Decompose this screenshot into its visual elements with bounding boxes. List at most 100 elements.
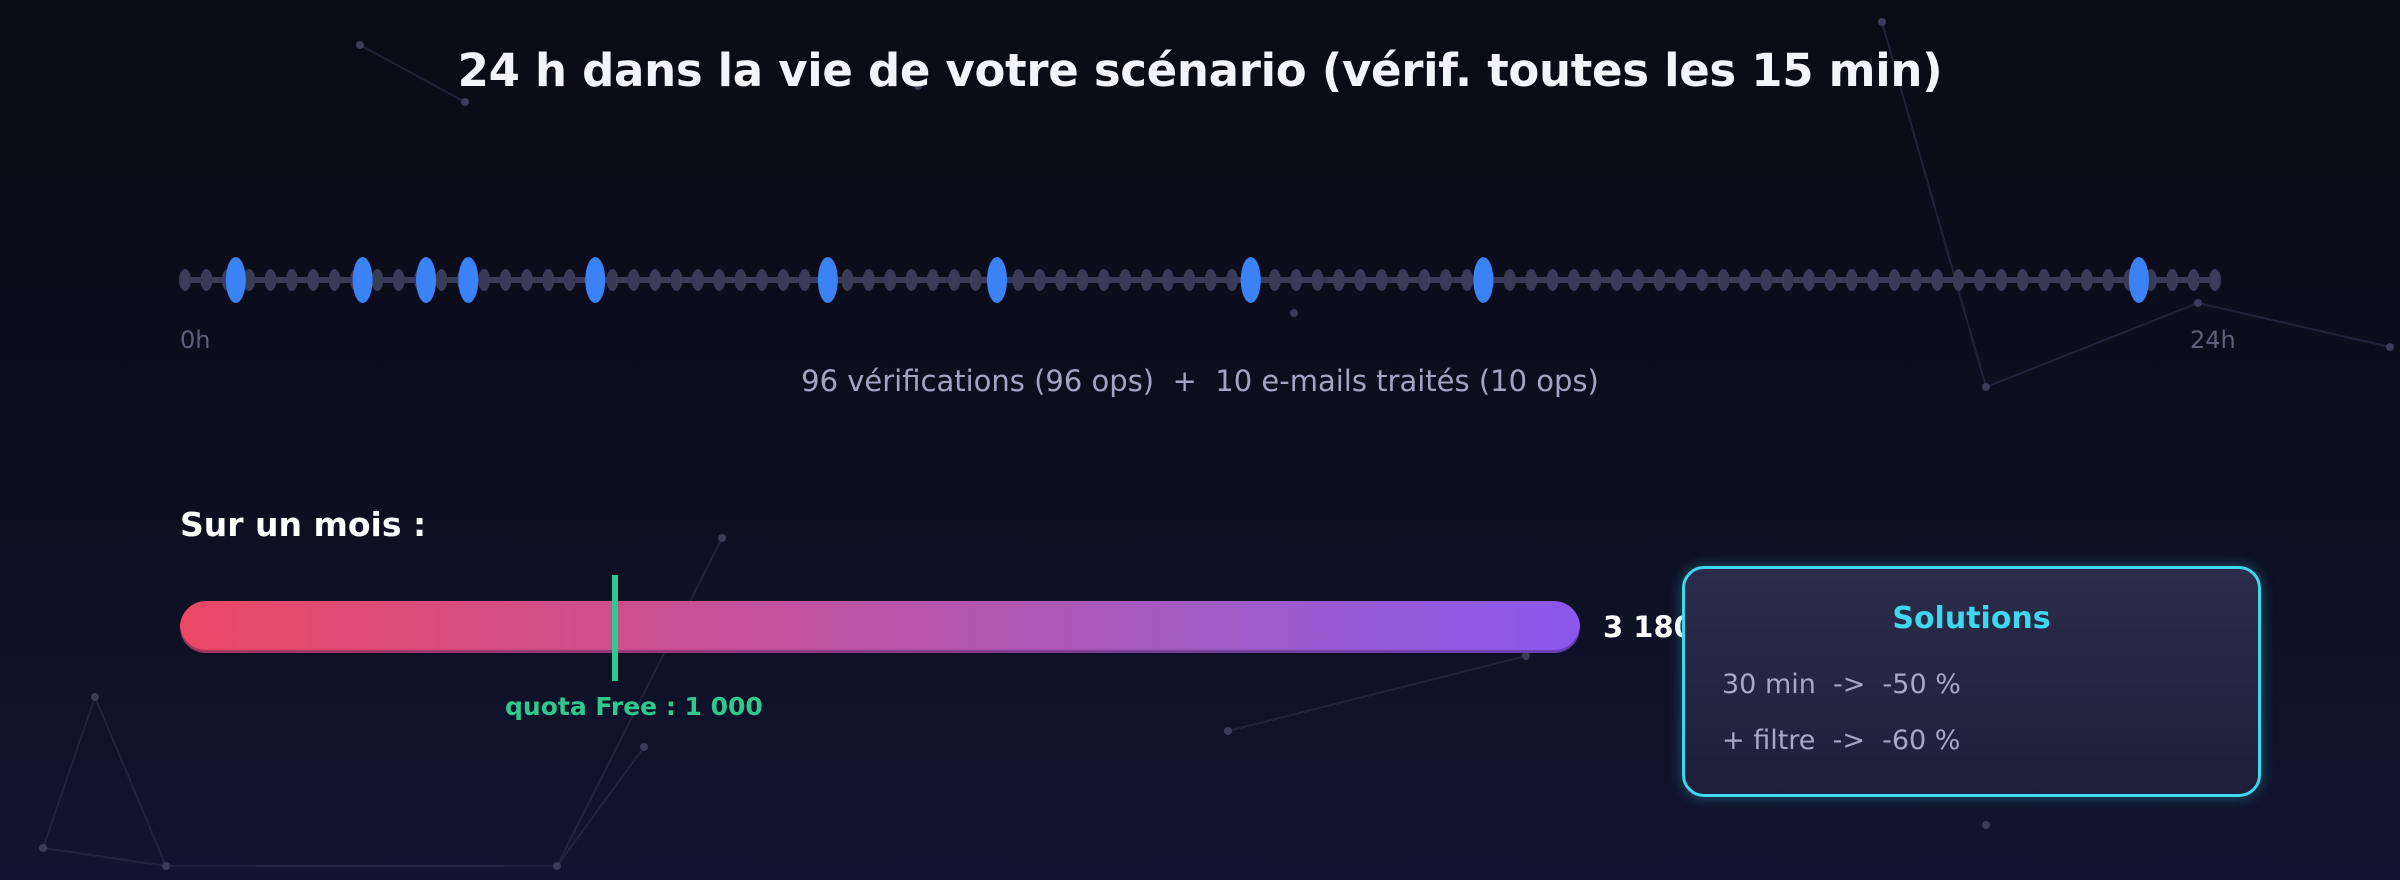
check-dot (1418, 269, 1431, 291)
email-marker (585, 257, 606, 303)
month-heading: Sur un mois : (180, 505, 427, 544)
check-dot (1867, 269, 1880, 291)
check-dot (2016, 269, 2029, 291)
check-dot (1674, 269, 1687, 291)
email-marker (225, 257, 246, 303)
check-dot (905, 269, 918, 291)
page-title: 24 h dans la vie de votre scénario (véri… (457, 44, 1943, 97)
check-dot (1012, 269, 1025, 291)
check-dot (1717, 269, 1730, 291)
check-dot (1589, 269, 1602, 291)
check-dot (670, 269, 683, 291)
email-marker (2128, 257, 2149, 303)
ops-summary: 96 vérifications (96 ops) + 10 e-mails t… (801, 364, 1599, 398)
check-dot (1845, 269, 1858, 291)
timeline-start-label: 0h (180, 326, 211, 354)
day-timeline (179, 257, 2221, 303)
check-dot (2187, 269, 2200, 291)
check-dot (1546, 269, 1559, 291)
check-dot (563, 269, 576, 291)
check-dot (1140, 269, 1153, 291)
email-marker (987, 257, 1007, 303)
check-dot (862, 269, 875, 291)
check-dot (2038, 269, 2051, 291)
solution-item: 30 min -> -50 % (1722, 669, 1961, 700)
solution-item: + filtre -> -60 % (1722, 725, 1961, 756)
check-dot (1226, 269, 1239, 291)
check-dot (1161, 269, 1174, 291)
solutions-title: Solutions (1892, 601, 2051, 636)
check-dot (969, 269, 982, 291)
check-dot (1503, 269, 1516, 291)
email-marker (458, 257, 479, 303)
check-dot (691, 269, 704, 291)
check-dot (1397, 269, 1409, 291)
check-dot (1097, 269, 1110, 291)
check-dot (371, 269, 384, 291)
check-dot (1653, 269, 1666, 291)
email-marker (1240, 257, 1261, 303)
check-dot (1803, 269, 1815, 291)
check-dot (841, 269, 854, 291)
check-dot (307, 269, 320, 291)
check-dot (1973, 269, 1986, 291)
email-marker (352, 257, 373, 303)
check-dot (2166, 269, 2179, 291)
check-dot (1909, 269, 1922, 291)
check-dot (777, 269, 790, 291)
check-dot (200, 269, 213, 291)
check-dot (1354, 269, 1367, 291)
check-dot (1461, 269, 1474, 291)
email-marker (416, 257, 437, 303)
check-dot (627, 269, 640, 291)
check-dot (1332, 269, 1345, 291)
check-dot (243, 269, 256, 291)
check-dot (755, 269, 768, 291)
check-dot (1055, 269, 1068, 291)
check-dot (1183, 269, 1196, 291)
check-dot (1781, 269, 1794, 291)
check-dot (1931, 269, 1944, 291)
monthly-usage-bar (180, 601, 1580, 653)
check-dot (1439, 269, 1452, 291)
solutions-card: Solutions 30 min -> -50 % + filtre -> -6… (1682, 566, 2261, 797)
check-dot (1204, 269, 1217, 291)
check-dot (1525, 269, 1538, 291)
check-dot (1738, 269, 1751, 291)
check-dot (798, 269, 811, 291)
check-dot (1610, 269, 1623, 291)
check-dot (2059, 269, 2072, 291)
check-dot (1311, 269, 1324, 291)
check-dot (926, 269, 939, 291)
check-dot (542, 269, 555, 291)
check-dot (1268, 269, 1281, 291)
check-dot (606, 269, 619, 291)
check-dot (948, 269, 961, 291)
check-dot (1119, 269, 1132, 291)
check-dot (1033, 269, 1046, 291)
check-dot (328, 269, 341, 291)
check-dot (884, 269, 897, 291)
quota-label: quota Free : 1 000 (505, 692, 763, 721)
check-dot (1760, 269, 1773, 291)
email-marker (1473, 257, 1494, 303)
check-dot (1632, 269, 1645, 291)
check-dot (264, 269, 277, 291)
check-dot (285, 269, 298, 291)
check-dot (2080, 269, 2093, 291)
check-dot (1290, 269, 1303, 291)
timeline-end-label: 24h (2190, 326, 2236, 354)
quota-marker (612, 575, 618, 681)
check-dot (1375, 269, 1388, 291)
check-dot (179, 269, 191, 291)
check-dot (392, 269, 405, 291)
check-dot (649, 269, 662, 291)
check-dot (2102, 269, 2115, 291)
check-dot (1076, 269, 1089, 291)
check-dot (1824, 269, 1837, 291)
check-dot (2209, 269, 2221, 291)
monthly-total-label: 3 180 (1603, 610, 1694, 644)
check-dot (520, 269, 533, 291)
check-dot (1567, 269, 1580, 291)
